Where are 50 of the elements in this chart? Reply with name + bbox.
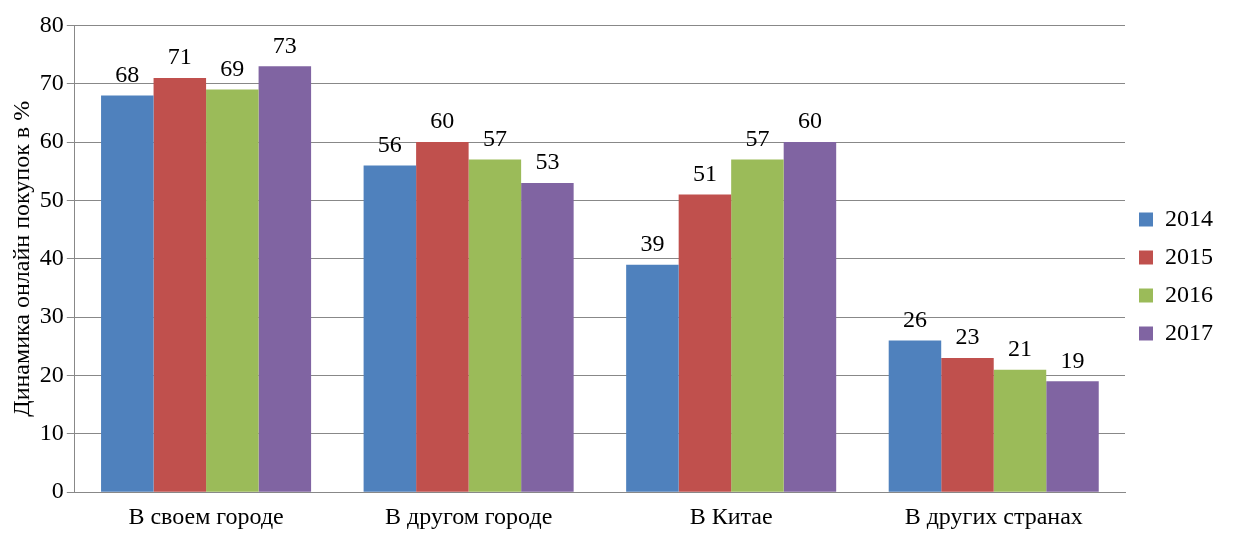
legend-label: 2016 — [1165, 280, 1213, 307]
data-label: 39 — [640, 229, 665, 256]
y-tick-label: 20 — [39, 360, 64, 387]
data-label: 23 — [955, 323, 980, 350]
y-tick-label: 10 — [39, 419, 64, 446]
bar — [416, 142, 469, 492]
bar — [101, 95, 154, 492]
data-label: 57 — [745, 124, 770, 151]
legend-label: 2015 — [1165, 242, 1213, 269]
bar — [1046, 381, 1099, 492]
bar — [731, 159, 784, 492]
bar — [993, 369, 1047, 492]
legend-label: 2014 — [1165, 204, 1213, 231]
x-tick-label: В Китае — [689, 502, 773, 529]
data-label: 26 — [902, 305, 927, 332]
data-label: 60 — [430, 107, 455, 134]
data-label: 69 — [220, 54, 245, 81]
data-label: 71 — [167, 43, 192, 70]
data-label: 57 — [482, 124, 507, 151]
y-tick-label: 50 — [39, 185, 64, 212]
data-label: 51 — [692, 159, 717, 186]
x-tick-label: В своем городе — [128, 502, 284, 529]
y-tick-label: 80 — [39, 10, 64, 37]
y-tick-label: 60 — [39, 127, 64, 154]
legend-label: 2017 — [1165, 318, 1213, 345]
bar — [783, 142, 837, 492]
bar — [888, 340, 942, 492]
y-tick-label: 0 — [51, 477, 64, 504]
data-label: 68 — [115, 60, 140, 87]
data-label: 53 — [535, 148, 560, 175]
bar — [258, 66, 312, 492]
y-tick-label: 30 — [39, 302, 64, 329]
data-label: 21 — [1007, 334, 1032, 361]
y-tick-label: 70 — [39, 69, 64, 96]
bar — [678, 194, 732, 492]
bar — [521, 182, 574, 492]
y-axis-title: Динамика онлайн покупок в % — [7, 100, 34, 417]
y-tick-label: 40 — [39, 244, 64, 271]
data-label: 73 — [272, 31, 297, 58]
bar — [153, 77, 207, 492]
data-label: 60 — [797, 107, 822, 134]
bar — [626, 264, 679, 492]
x-tick-label: В другом городе — [384, 502, 553, 529]
x-tick-label: В других странах — [904, 502, 1083, 529]
bar — [206, 89, 259, 492]
bar — [363, 165, 417, 492]
data-label: 56 — [377, 130, 402, 157]
data-label: 19 — [1060, 346, 1085, 373]
bar — [941, 358, 994, 492]
bar — [468, 159, 522, 492]
